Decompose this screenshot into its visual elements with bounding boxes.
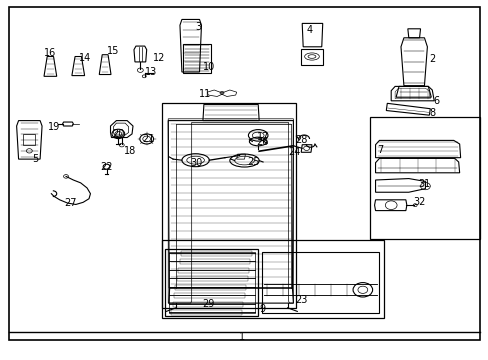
- Text: 1: 1: [239, 332, 244, 342]
- Bar: [181, 251, 251, 256]
- Bar: [169, 252, 255, 313]
- Text: 22: 22: [100, 162, 113, 172]
- Bar: [171, 310, 242, 315]
- Text: 28: 28: [295, 135, 307, 145]
- Text: 5: 5: [32, 154, 38, 164]
- Text: 7: 7: [377, 145, 383, 156]
- Text: 23: 23: [295, 294, 307, 305]
- Text: 6: 6: [433, 96, 439, 106]
- Text: 15: 15: [107, 46, 120, 56]
- Text: 25: 25: [247, 157, 260, 167]
- Bar: [183, 44, 210, 73]
- Text: 13: 13: [144, 67, 157, 77]
- Bar: [174, 293, 244, 298]
- Bar: [23, 134, 35, 145]
- Text: 18: 18: [124, 146, 137, 156]
- Text: 11: 11: [199, 89, 211, 99]
- Text: 16: 16: [44, 48, 57, 58]
- Bar: [369, 117, 479, 239]
- Text: 8: 8: [429, 108, 435, 118]
- Text: 26: 26: [255, 137, 268, 147]
- Text: 19: 19: [47, 122, 60, 132]
- Bar: [162, 103, 295, 308]
- Bar: [162, 240, 383, 318]
- Text: 32: 32: [412, 197, 425, 207]
- Bar: [261, 252, 378, 313]
- Text: 12: 12: [153, 53, 165, 63]
- Text: 20: 20: [112, 129, 124, 139]
- Bar: [179, 259, 250, 264]
- Bar: [165, 249, 258, 316]
- Text: 30: 30: [190, 158, 203, 168]
- Text: 17: 17: [256, 132, 269, 142]
- Text: 29: 29: [202, 299, 215, 309]
- Text: 2: 2: [429, 54, 435, 64]
- Text: 24: 24: [288, 147, 301, 157]
- Text: 14: 14: [79, 53, 92, 63]
- Bar: [172, 302, 243, 307]
- Text: 21: 21: [142, 134, 154, 144]
- Bar: [178, 267, 248, 273]
- Text: 9: 9: [259, 304, 264, 314]
- Bar: [176, 276, 247, 281]
- Text: 4: 4: [306, 24, 312, 35]
- Text: 27: 27: [64, 198, 77, 208]
- Bar: [175, 285, 246, 290]
- Text: 31: 31: [417, 179, 430, 189]
- Text: 10: 10: [203, 62, 215, 72]
- Text: 3: 3: [195, 22, 201, 32]
